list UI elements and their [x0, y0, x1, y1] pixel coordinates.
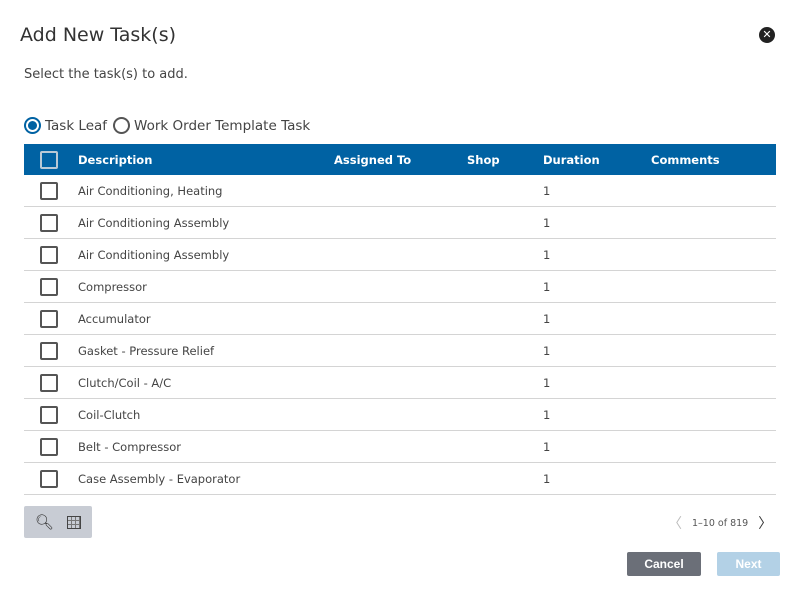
tasks-table: Description Assigned To Shop Duration Co…: [24, 144, 776, 495]
chevron-left-icon[interactable]: 〈: [668, 516, 682, 532]
cell-duration: 1: [543, 311, 551, 326]
cell-description: Air Conditioning Assembly: [78, 247, 230, 262]
cell-description: Air Conditioning, Heating: [78, 183, 223, 198]
row-checkbox[interactable]: [40, 181, 58, 200]
page-range: 1–10 of 819: [692, 517, 749, 529]
row-checkbox[interactable]: [40, 469, 58, 488]
search-icon[interactable]: 🔍︎: [34, 513, 54, 531]
table-row[interactable]: Compressor 1: [24, 271, 776, 303]
table-row[interactable]: Belt - Compressor 1: [24, 431, 776, 463]
row-checkbox[interactable]: [40, 309, 58, 328]
table-toolbar: 🔍︎: [24, 506, 92, 538]
header-assigned-to[interactable]: Assigned To: [334, 152, 412, 167]
cell-description: Compressor: [78, 279, 147, 294]
radio-work-order-template-task[interactable]: Work Order Template Task: [113, 117, 310, 134]
table-row[interactable]: Accumulator 1: [24, 303, 776, 335]
table-header: Description Assigned To Shop Duration Co…: [24, 144, 776, 175]
cell-duration: 1: [543, 343, 551, 358]
radio-label: Task Leaf: [45, 117, 108, 134]
cell-duration: 1: [543, 215, 551, 230]
cell-description: Coil-Clutch: [78, 407, 141, 422]
cell-duration: 1: [543, 247, 551, 262]
header-duration[interactable]: Duration: [543, 152, 600, 167]
next-button[interactable]: Next: [717, 552, 780, 576]
cell-duration: 1: [543, 375, 551, 390]
dialog-subtitle: Select the task(s) to add.: [24, 67, 188, 82]
radio-label: Work Order Template Task: [134, 117, 311, 134]
table-row[interactable]: Gasket - Pressure Relief 1: [24, 335, 776, 367]
cell-duration: 1: [543, 471, 551, 486]
cell-description: Belt - Compressor: [78, 439, 181, 454]
cell-duration: 1: [543, 183, 551, 198]
row-checkbox[interactable]: [40, 213, 58, 232]
header-description[interactable]: Description: [78, 152, 153, 167]
cell-description: Gasket - Pressure Relief: [78, 343, 215, 358]
table-row[interactable]: Air Conditioning Assembly 1: [24, 239, 776, 271]
cell-duration: 1: [543, 279, 551, 294]
table-row[interactable]: Coil-Clutch 1: [24, 399, 776, 431]
radio-unselected-icon[interactable]: [113, 117, 131, 134]
header-comments[interactable]: Comments: [651, 152, 720, 167]
chevron-right-icon[interactable]: 〉: [758, 516, 773, 532]
cancel-button[interactable]: Cancel: [627, 552, 701, 576]
pagination: 〈 1–10 of 819 〉: [668, 513, 772, 533]
cell-description: Case Assembly - Evaporator: [78, 471, 241, 486]
cell-description: Accumulator: [78, 311, 151, 326]
header-shop[interactable]: Shop: [467, 152, 500, 167]
radio-selected-icon[interactable]: [24, 117, 41, 134]
row-checkbox[interactable]: [40, 437, 58, 456]
row-checkbox[interactable]: [40, 373, 58, 392]
table-row[interactable]: Clutch/Coil - A/C 1: [24, 367, 776, 399]
table-row[interactable]: Air Conditioning, Heating 1: [24, 175, 776, 207]
cell-description: Clutch/Coil - A/C: [78, 375, 172, 390]
row-checkbox[interactable]: [40, 341, 58, 360]
dialog-title: Add New Task(s): [20, 24, 177, 46]
radio-task-leaf[interactable]: Task Leaf: [24, 117, 107, 134]
cell-description: Air Conditioning Assembly: [78, 215, 230, 230]
select-all-checkbox[interactable]: [40, 150, 58, 169]
close-icon[interactable]: ✕: [759, 27, 775, 43]
row-checkbox[interactable]: [40, 405, 58, 424]
row-checkbox[interactable]: [40, 277, 58, 296]
table-row[interactable]: Air Conditioning Assembly 1: [24, 207, 776, 239]
cell-duration: 1: [543, 439, 551, 454]
column-grid-icon[interactable]: [67, 515, 82, 529]
cell-duration: 1: [543, 407, 551, 422]
task-type-radio-group: Task Leaf Work Order Template Task: [24, 117, 310, 134]
table-row[interactable]: Case Assembly - Evaporator 1: [24, 463, 776, 495]
row-checkbox[interactable]: [40, 245, 58, 264]
